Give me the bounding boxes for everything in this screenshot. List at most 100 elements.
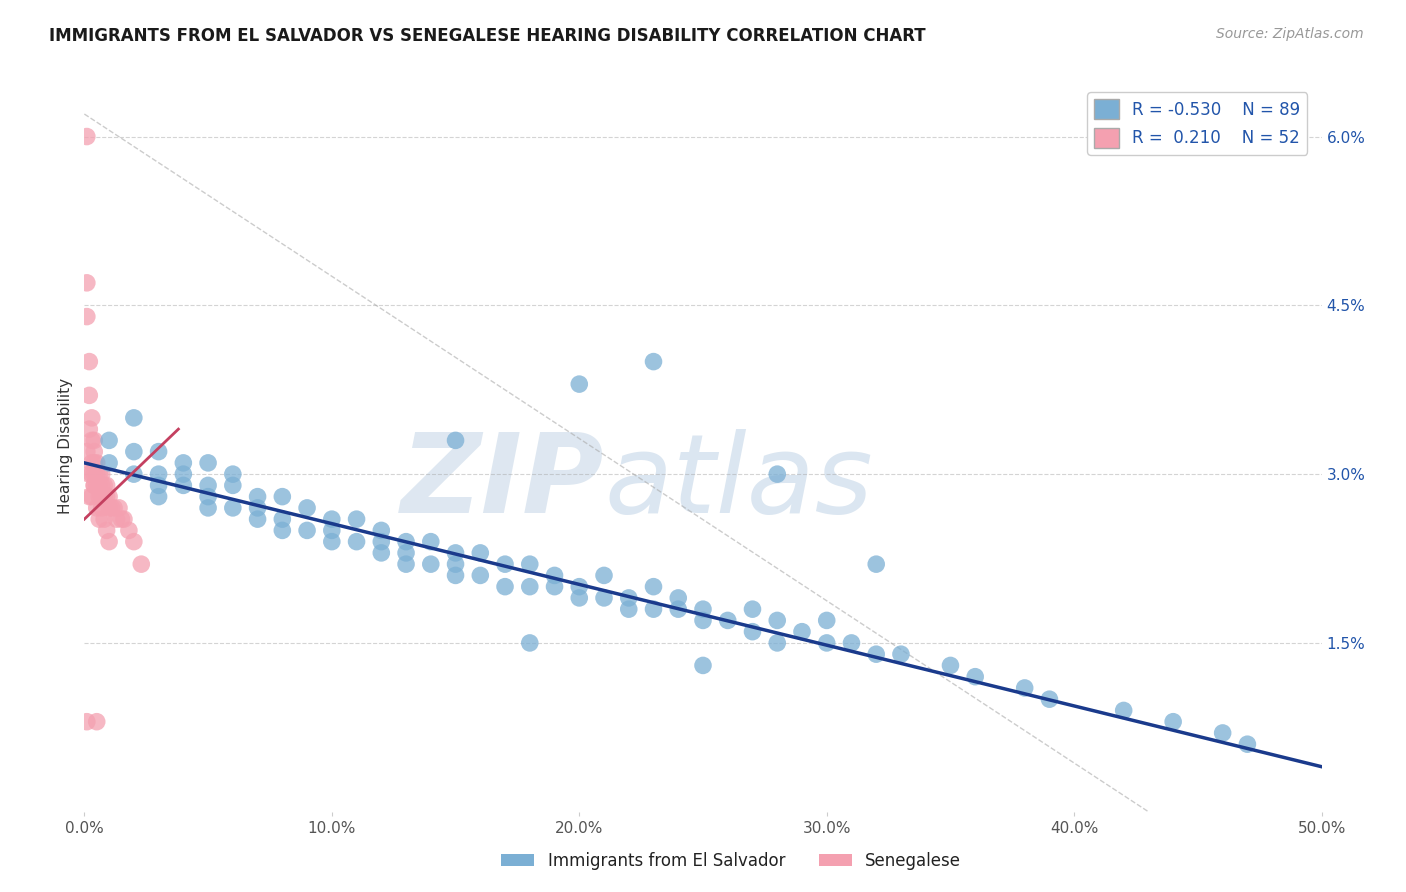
Point	[93, 512, 115, 526]
Point	[89, 478, 111, 492]
Point	[148, 478, 170, 492]
Point	[841, 636, 863, 650]
Point	[470, 568, 492, 582]
Point	[98, 456, 121, 470]
Point	[80, 410, 103, 425]
Point	[295, 524, 318, 538]
Point	[666, 602, 689, 616]
Point	[172, 467, 194, 482]
Point	[519, 580, 541, 594]
Point	[1112, 703, 1135, 717]
Point	[666, 591, 689, 605]
Point	[568, 591, 591, 605]
Point	[890, 647, 912, 661]
Point	[766, 636, 789, 650]
Point	[83, 444, 105, 458]
Point	[692, 602, 714, 616]
Point	[83, 456, 105, 470]
Point	[90, 490, 112, 504]
Point	[122, 534, 145, 549]
Point	[246, 500, 269, 515]
Point	[271, 512, 294, 526]
Point	[444, 568, 467, 582]
Point	[617, 591, 640, 605]
Point	[643, 354, 665, 368]
Point	[470, 546, 492, 560]
Point	[96, 490, 118, 504]
Point	[76, 276, 98, 290]
Point	[494, 580, 516, 594]
Point	[222, 467, 245, 482]
Point	[83, 478, 105, 492]
Point	[370, 524, 392, 538]
Point	[100, 500, 122, 515]
Point	[122, 467, 145, 482]
Point	[98, 490, 121, 504]
Point	[80, 456, 103, 470]
Point	[148, 490, 170, 504]
Point	[83, 434, 105, 448]
Point	[395, 534, 418, 549]
Point	[108, 500, 131, 515]
Point	[593, 591, 616, 605]
Legend: Immigrants from El Salvador, Senegalese: Immigrants from El Salvador, Senegalese	[495, 846, 967, 877]
Point	[370, 546, 392, 560]
Point	[766, 467, 789, 482]
Point	[321, 534, 343, 549]
Text: IMMIGRANTS FROM EL SALVADOR VS SENEGALESE HEARING DISABILITY CORRELATION CHART: IMMIGRANTS FROM EL SALVADOR VS SENEGALES…	[49, 27, 925, 45]
Point	[346, 512, 368, 526]
Point	[965, 670, 987, 684]
Point	[494, 557, 516, 571]
Point	[76, 714, 98, 729]
Point	[90, 467, 112, 482]
Point	[80, 434, 103, 448]
Point	[568, 377, 591, 392]
Point	[370, 534, 392, 549]
Point	[1212, 726, 1234, 740]
Legend: R = -0.530    N = 89, R =  0.210    N = 52: R = -0.530 N = 89, R = 0.210 N = 52	[1087, 92, 1308, 154]
Point	[617, 602, 640, 616]
Point	[86, 456, 108, 470]
Point	[76, 310, 98, 324]
Point	[271, 524, 294, 538]
Point	[395, 546, 418, 560]
Point	[98, 434, 121, 448]
Point	[98, 534, 121, 549]
Point	[815, 636, 838, 650]
Point	[89, 467, 111, 482]
Point	[86, 714, 108, 729]
Point	[122, 410, 145, 425]
Point	[321, 512, 343, 526]
Point	[83, 467, 105, 482]
Point	[815, 614, 838, 628]
Y-axis label: Hearing Disability: Hearing Disability	[58, 378, 73, 514]
Point	[90, 500, 112, 515]
Point	[419, 534, 441, 549]
Point	[79, 467, 101, 482]
Point	[1161, 714, 1184, 729]
Text: atlas: atlas	[605, 429, 873, 536]
Point	[86, 500, 108, 515]
Point	[865, 557, 887, 571]
Point	[98, 500, 121, 515]
Point	[76, 444, 98, 458]
Point	[112, 512, 135, 526]
Point	[105, 512, 128, 526]
Point	[321, 524, 343, 538]
Point	[346, 534, 368, 549]
Point	[148, 444, 170, 458]
Point	[129, 557, 152, 571]
Point	[519, 557, 541, 571]
Point	[90, 478, 112, 492]
Point	[543, 568, 565, 582]
Point	[593, 568, 616, 582]
Point	[568, 580, 591, 594]
Point	[741, 624, 763, 639]
Point	[79, 422, 101, 436]
Point	[110, 512, 132, 526]
Point	[643, 580, 665, 594]
Point	[93, 490, 115, 504]
Point	[93, 478, 115, 492]
Point	[197, 500, 219, 515]
Point	[122, 444, 145, 458]
